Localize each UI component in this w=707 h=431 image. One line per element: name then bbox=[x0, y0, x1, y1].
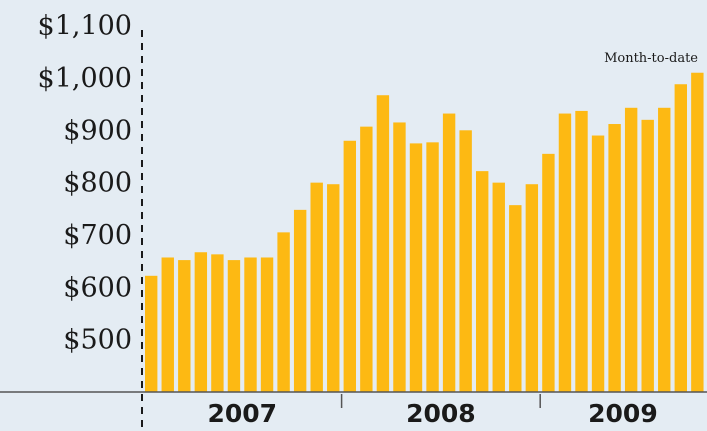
bar-2009-01 bbox=[542, 153, 555, 392]
bar-2008-01 bbox=[343, 140, 356, 392]
bar-2009-02 bbox=[558, 113, 572, 393]
bar-2007-08 bbox=[260, 257, 274, 392]
x-group-label-2009: 2009 bbox=[588, 399, 658, 428]
bar-2009-06 bbox=[624, 107, 638, 392]
bar-2007-10 bbox=[293, 209, 307, 392]
y-tick-label: $500 bbox=[63, 325, 132, 356]
bars-group bbox=[145, 72, 704, 393]
bar-2007-02 bbox=[161, 257, 174, 392]
bar-2007-06 bbox=[227, 260, 241, 392]
bar-2009-04 bbox=[591, 135, 605, 392]
bar-2007-09 bbox=[277, 232, 290, 392]
bar-2008-09 bbox=[476, 171, 489, 392]
bar-2008-04 bbox=[393, 122, 406, 392]
y-tick-label: $1,000 bbox=[38, 63, 132, 94]
bar-2009-09 bbox=[674, 84, 687, 393]
y-tick-labels: $1,100 $1,000 $900 $800 $700 $600 $500 bbox=[38, 11, 132, 356]
bar-2008-03 bbox=[376, 95, 390, 392]
bar-2007-03 bbox=[178, 260, 191, 392]
bar-2007-04 bbox=[194, 252, 208, 392]
bar-2008-11 bbox=[509, 205, 522, 392]
x-group-labels: 2007 2008 2009 bbox=[208, 394, 658, 428]
bar-2009-05 bbox=[608, 124, 621, 393]
bar-2008-08 bbox=[459, 130, 472, 393]
y-tick-label: $800 bbox=[63, 168, 132, 199]
bar-2009-10 bbox=[691, 72, 704, 392]
bar-2009-08 bbox=[658, 107, 671, 392]
bar-2007-05 bbox=[211, 254, 224, 392]
bar-2007-11 bbox=[310, 182, 323, 392]
bar-2009-07 bbox=[641, 119, 654, 392]
bar-2007-07 bbox=[244, 257, 257, 392]
month-to-date-annotation: Month-to-date bbox=[604, 51, 698, 66]
bar-2008-12 bbox=[525, 184, 539, 392]
x-group-label-2007: 2007 bbox=[208, 399, 278, 428]
bar-2008-02 bbox=[360, 126, 373, 392]
bar-2007-12 bbox=[327, 184, 340, 392]
bar-2008-05 bbox=[409, 143, 423, 392]
y-tick-label: $600 bbox=[63, 272, 132, 303]
bar-2008-10 bbox=[492, 182, 505, 392]
bar-2009-03 bbox=[575, 110, 588, 393]
bar-2008-06 bbox=[426, 142, 439, 392]
y-tick-label: $900 bbox=[63, 115, 132, 146]
bar-2008-07 bbox=[442, 113, 456, 393]
y-tick-label: $1,100 bbox=[38, 11, 132, 42]
bar-2007-01 bbox=[145, 275, 158, 392]
y-tick-label: $700 bbox=[63, 220, 132, 251]
x-group-label-2008: 2008 bbox=[406, 399, 476, 428]
